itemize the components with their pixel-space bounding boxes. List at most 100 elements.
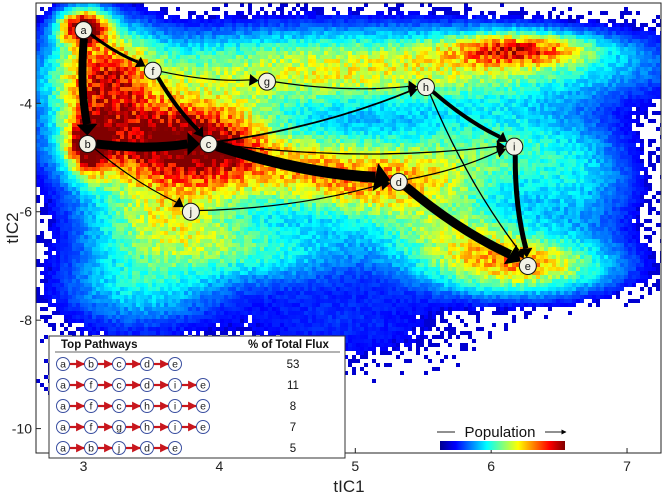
pathway-node-label: d	[144, 359, 150, 371]
x-tick-label: 3	[80, 458, 88, 474]
flux-network-nodes: a b c d e f g h i j	[74, 21, 537, 275]
pathway-node-c	[112, 378, 126, 392]
pathway-node-d	[140, 441, 154, 455]
colorbar-label: Population	[465, 424, 536, 441]
node-b: b	[78, 134, 97, 153]
x-axis-label: tIC1	[333, 477, 364, 496]
pathway-node-label: c	[116, 359, 121, 371]
pathway-node-h	[140, 399, 154, 413]
pathway-node-label: a	[60, 401, 66, 413]
pathway-node-label: f	[90, 422, 93, 434]
pathway-node-d	[140, 357, 154, 371]
pathway-node-label: a	[60, 380, 66, 392]
pathway-node-label: d	[144, 380, 150, 392]
pathway-node-label: e	[172, 359, 178, 371]
pathway-node-e	[196, 399, 210, 413]
node-g: g	[257, 72, 276, 91]
y-tick-label: -10	[12, 421, 32, 437]
pathway-node-a	[56, 357, 70, 371]
pathway-node-e	[196, 420, 210, 434]
pathway-flux-value: 5	[290, 443, 296, 455]
pathway-node-label: e	[200, 422, 206, 434]
pathway-node-b	[84, 357, 98, 371]
table-row: a b c d e 53	[56, 357, 300, 371]
pathway-flux-value: 7	[290, 422, 296, 434]
pathway-node-label: i	[174, 380, 176, 392]
edge-g-h	[275, 80, 418, 93]
node-f: f	[143, 61, 162, 80]
pathway-node-label: e	[200, 401, 206, 413]
table-header-pathways: Top Pathways	[61, 339, 137, 351]
pathway-node-j	[112, 441, 126, 455]
density-heatmap	[36, 3, 661, 423]
edge-b-c	[95, 132, 201, 156]
pathway-node-g	[112, 420, 126, 434]
pathway-node-label: c	[116, 380, 121, 392]
pathway-flux-value: 11	[287, 380, 299, 392]
x-tick-label: 7	[623, 458, 631, 474]
edge-h-i	[431, 90, 508, 142]
edge-d-e	[403, 183, 521, 265]
y-tick-label: -6	[20, 204, 33, 220]
pathway-node-f	[84, 378, 98, 392]
pathway-node-a	[56, 420, 70, 434]
pathway-node-label: a	[60, 359, 66, 371]
population-colorbar: Population	[437, 424, 567, 450]
edge-i-e	[512, 155, 533, 258]
node-c: c	[199, 134, 218, 153]
edge-b-j	[94, 148, 184, 208]
pathway-node-label: b	[88, 443, 94, 455]
table-header-flux: % of Total Flux	[248, 339, 330, 351]
pathway-node-e	[196, 378, 210, 392]
x-tick-label: 5	[351, 458, 359, 474]
node-i: i	[505, 137, 524, 156]
pathway-node-label: h	[144, 401, 150, 413]
node-a: a	[74, 21, 93, 40]
edge-c-d	[215, 140, 391, 192]
pathway-node-label: a	[60, 443, 66, 455]
table-row: a b j d e 5	[56, 441, 296, 455]
pathway-flux-value: 53	[287, 359, 300, 371]
top-pathways-table: Top Pathways % of Total Flux a b c d e 53 a f c d…	[48, 335, 346, 459]
edge-j-d	[199, 178, 391, 212]
pathway-node-label: i	[174, 401, 176, 413]
y-tick-label: -4	[20, 95, 33, 111]
table-row: a f g h i e 7	[56, 420, 296, 434]
pathway-node-label: j	[117, 443, 120, 455]
pathway-node-e	[168, 441, 182, 455]
pathway-node-c	[112, 357, 126, 371]
pathway-node-label: f	[90, 380, 93, 392]
edge-a-b	[76, 38, 98, 136]
pathway-node-label: e	[200, 380, 206, 392]
pathway-node-i	[168, 378, 182, 392]
pathway-node-i	[168, 399, 182, 413]
pathway-node-label: g	[116, 422, 122, 434]
y-tick-label: -8	[20, 312, 33, 328]
x-tick-label: 4	[216, 458, 224, 474]
pathway-node-label: b	[88, 359, 94, 371]
edge-f-g	[161, 70, 259, 86]
table-box	[48, 335, 346, 459]
flux-network-edges	[76, 33, 533, 265]
edge-a-f	[89, 33, 146, 68]
node-d: d	[389, 172, 408, 191]
node-j: j	[181, 202, 200, 221]
pathway-node-d	[140, 378, 154, 392]
node-e: e	[518, 256, 537, 275]
x-tick-label: 6	[487, 458, 495, 474]
node-h: h	[416, 78, 435, 97]
pathway-node-b	[84, 441, 98, 455]
edge-f-c	[156, 76, 204, 138]
pathway-node-label: i	[174, 422, 176, 434]
pathway-node-a	[56, 441, 70, 455]
pathway-node-label: d	[144, 443, 150, 455]
pathway-node-e	[168, 357, 182, 371]
table-row: a f c h i e 8	[56, 399, 296, 413]
pathway-node-c	[112, 399, 126, 413]
pathway-node-label: e	[172, 443, 178, 455]
pathway-node-h	[140, 420, 154, 434]
edge-d-i	[406, 146, 507, 181]
pathway-node-f	[84, 420, 98, 434]
pathway-node-f	[84, 399, 98, 413]
